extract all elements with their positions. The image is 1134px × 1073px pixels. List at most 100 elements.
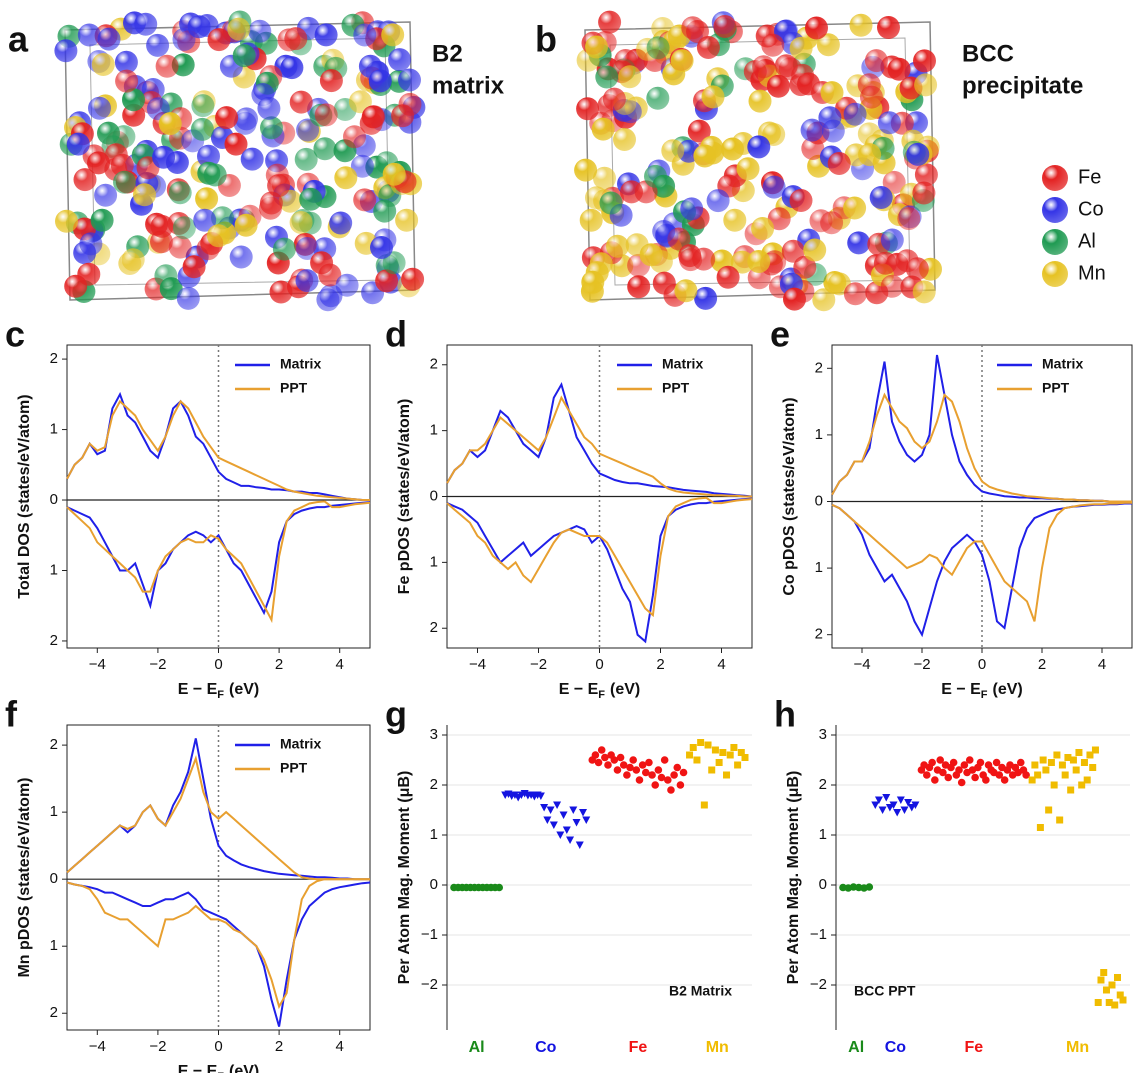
atom (864, 49, 888, 73)
x-axis-label: E − EF (eV) (941, 681, 1023, 701)
atom (598, 10, 622, 34)
point (944, 773, 953, 782)
y-axis-label: Per Atom Mag. Moment (μB) (785, 771, 802, 985)
structure-label: precipitate (962, 72, 1083, 99)
x-tick-label: 0 (595, 656, 603, 673)
point (1022, 771, 1030, 779)
point (549, 821, 558, 829)
atom (240, 147, 264, 171)
atom (857, 73, 881, 97)
point (638, 761, 647, 769)
x-tick-label: 0 (214, 656, 222, 673)
point (575, 841, 584, 849)
atom (66, 132, 90, 156)
point (553, 801, 562, 809)
point (922, 771, 931, 779)
legend-label: PPT (1042, 380, 1070, 396)
point (632, 766, 641, 774)
atom (694, 286, 718, 310)
point (604, 761, 612, 769)
dos-line (66, 501, 371, 616)
atom (849, 13, 873, 37)
atom (877, 16, 900, 39)
atom (55, 209, 78, 233)
atom (115, 69, 139, 93)
point (504, 790, 513, 798)
atom (681, 16, 705, 40)
atom (382, 251, 406, 275)
legend-label: Matrix (280, 736, 321, 752)
dos-line (446, 395, 752, 498)
atom (752, 55, 776, 79)
dos-line (446, 497, 753, 644)
y-tick-label: 1 (430, 553, 438, 570)
point (601, 753, 609, 762)
atom (599, 191, 623, 215)
x-label-part: (eV) (993, 681, 1023, 698)
point (1034, 771, 1042, 779)
x-tick-label: −4 (853, 656, 870, 673)
panel-letter: g (385, 694, 407, 735)
point (939, 768, 947, 777)
structure-a (54, 10, 426, 312)
annotation: BCC PPT (854, 983, 916, 999)
point (597, 746, 606, 754)
atom (133, 183, 156, 207)
point (893, 809, 902, 817)
atom (736, 157, 760, 181)
x-tick-label: 2 (275, 656, 283, 673)
point (1031, 761, 1039, 769)
point (1100, 969, 1108, 976)
atom (203, 163, 227, 187)
atom (229, 245, 253, 269)
point (1078, 781, 1086, 789)
point (610, 756, 619, 764)
atom (882, 170, 906, 194)
x-tick-label: −2 (149, 1038, 166, 1055)
point (1080, 759, 1088, 766)
atom (334, 166, 358, 190)
atom (670, 49, 694, 73)
x-tick-label: 0 (978, 656, 986, 673)
atom (877, 111, 901, 135)
atom (912, 181, 936, 205)
y-tick-label: 1 (815, 559, 823, 576)
atom (373, 199, 397, 223)
point (874, 796, 883, 804)
atom (195, 187, 219, 211)
y-axis-label: Fe pDOS (states/eV/atom) (396, 399, 413, 595)
y-tick-label: 0 (815, 492, 823, 509)
atom (680, 197, 704, 221)
atom (289, 211, 313, 234)
atom (121, 248, 145, 272)
point (645, 758, 653, 767)
atom (625, 233, 649, 257)
dos-line (66, 755, 370, 881)
category-label: Fe (964, 1039, 983, 1056)
point (697, 739, 705, 746)
atom (869, 186, 893, 209)
x-label-part: E − E (178, 1063, 218, 1073)
atom (761, 33, 785, 57)
atom (94, 183, 118, 207)
point (1058, 761, 1066, 769)
point (667, 786, 675, 794)
point (1075, 749, 1083, 756)
y-tick-label: −1 (810, 926, 827, 943)
atom (880, 228, 904, 252)
point (572, 819, 581, 827)
point (1072, 766, 1080, 774)
point (1000, 776, 1009, 784)
atom (370, 236, 393, 259)
atom (585, 35, 608, 59)
atom (843, 102, 867, 126)
dos-line (446, 496, 753, 618)
atom (613, 128, 636, 151)
atom (77, 262, 101, 286)
panel-letter: c (5, 314, 25, 355)
atom (716, 265, 740, 289)
point (1108, 981, 1116, 989)
atom (375, 269, 399, 293)
atom (155, 54, 179, 78)
atom (87, 151, 110, 175)
